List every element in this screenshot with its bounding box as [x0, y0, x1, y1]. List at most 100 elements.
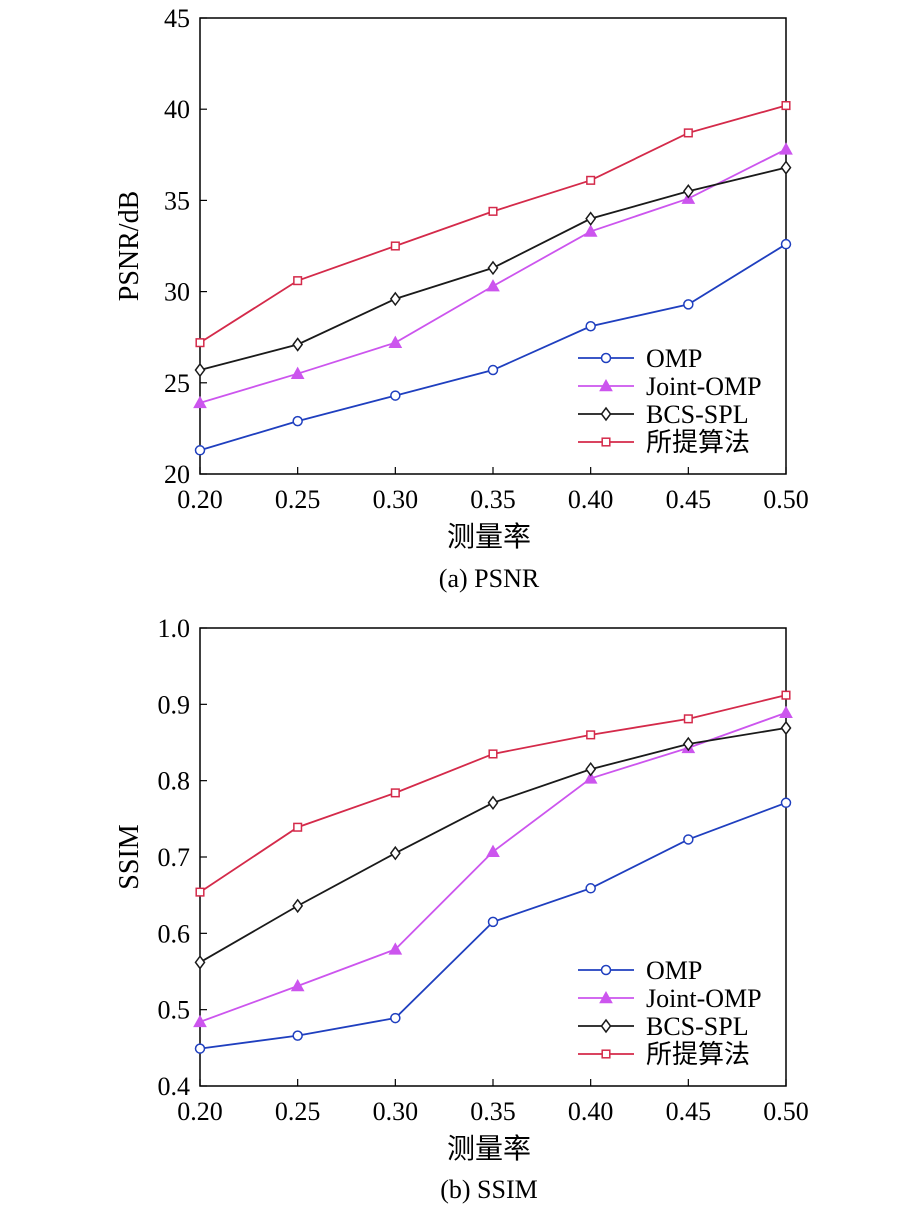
psnr-point-joint-omp	[388, 335, 403, 348]
ssim-y-tick-label: 0.7	[158, 843, 191, 872]
ssim-x-tick-label: 0.35	[470, 1097, 516, 1126]
psnr-legend-marker-omp	[600, 352, 612, 364]
psnr-point-omp	[194, 445, 206, 456]
psnr-y-axis-label: PSNR/dB	[114, 191, 145, 302]
ssim-series-proposed	[195, 690, 791, 897]
ssim-point-proposed	[293, 822, 303, 832]
ssim-point-omp	[585, 883, 596, 894]
psnr-x-tick-label: 0.25	[275, 485, 321, 514]
ssim-y-tick-label: 0.8	[158, 767, 191, 796]
psnr-series-joint-omp	[193, 142, 793, 409]
psnr-y-tick-label: 20	[164, 460, 190, 489]
ssim-x-tick-label: 0.20	[177, 1097, 223, 1126]
psnr-legend-marker-proposed	[601, 437, 611, 447]
ssim-point-proposed	[195, 887, 205, 897]
psnr-y-tick-label: 40	[164, 95, 190, 124]
psnr-legend-label-bcs-spl: BCS-SPL	[646, 400, 749, 429]
ssim-point-joint-omp	[388, 942, 403, 955]
ssim-legend-label-bcs-spl: BCS-SPL	[646, 1012, 749, 1041]
psnr-caption: (a) PSNR	[439, 564, 540, 593]
psnr-series-proposed	[195, 101, 791, 348]
psnr-point-omp	[292, 415, 303, 427]
ssim-x-tick-label: 0.45	[666, 1097, 712, 1126]
psnr-point-bcs-spl	[682, 184, 694, 199]
ssim-point-omp	[292, 1030, 303, 1041]
ssim-x-tick-label: 0.40	[568, 1097, 614, 1126]
ssim-x-tick-label: 0.30	[373, 1097, 419, 1126]
psnr-point-joint-omp	[486, 279, 500, 292]
psnr-point-bcs-spl	[780, 160, 792, 175]
ssim-point-joint-omp	[486, 844, 500, 857]
ssim-point-joint-omp	[779, 705, 793, 719]
ssim-y-tick-label: 0.5	[158, 996, 191, 1025]
psnr-x-tick-label: 0.35	[470, 485, 516, 514]
psnr-point-proposed	[195, 338, 205, 348]
psnr-x-tick-label: 0.45	[666, 485, 712, 514]
psnr-point-proposed	[586, 175, 596, 185]
psnr-y-tick-label: 25	[164, 369, 190, 398]
psnr-legend-label-proposed: 所提算法	[646, 428, 750, 457]
psnr-point-bcs-spl	[389, 291, 401, 307]
ssim-y-tick-label: 0.9	[158, 690, 191, 719]
ssim-x-tick-label: 0.50	[763, 1097, 809, 1126]
ssim-point-proposed	[683, 714, 693, 724]
psnr-series-omp	[194, 238, 792, 456]
psnr-legend-label-joint-omp: Joint-OMP	[646, 372, 762, 401]
psnr-x-tick-label: 0.50	[763, 485, 809, 514]
ssim-series-omp	[194, 797, 792, 1054]
psnr-point-proposed	[390, 241, 400, 251]
ssim-point-joint-omp	[193, 1014, 207, 1028]
ssim-point-bcs-spl	[194, 955, 206, 970]
psnr-point-joint-omp	[583, 224, 598, 237]
ssim-point-proposed	[390, 788, 400, 798]
ssim-point-omp	[194, 1043, 206, 1054]
psnr-point-joint-omp	[290, 366, 305, 379]
ssim-y-tick-label: 0.6	[158, 919, 191, 948]
ssim-legend-label-omp: OMP	[646, 956, 702, 985]
psnr-point-proposed	[683, 128, 693, 138]
ssim-legend-marker-proposed	[601, 1049, 611, 1059]
ssim-point-bcs-spl	[682, 736, 694, 752]
ssim-legend-marker-omp	[600, 964, 612, 976]
psnr-point-proposed	[293, 276, 303, 286]
psnr-point-omp	[390, 390, 401, 401]
psnr-legend-marker-bcs-spl	[600, 406, 612, 422]
ssim-y-tick-label: 0.4	[158, 1072, 191, 1101]
ssim-y-axis-label: SSIM	[114, 824, 145, 889]
ssim-point-omp	[390, 1012, 401, 1024]
ssim-x-tick-label: 0.25	[275, 1097, 321, 1126]
psnr-point-omp	[683, 299, 694, 310]
ssim-panel: 0.20 0.25 0.30 0.35 0.40 0.45 0.50 0.4 0.5 0.6 0.7…	[114, 614, 809, 1204]
ssim-y-tick-label: 1.0	[158, 614, 191, 643]
ssim-legend-label-proposed: 所提算法	[646, 1040, 750, 1069]
ssim-caption: (b) SSIM	[440, 1175, 538, 1204]
ssim-point-omp	[683, 834, 694, 845]
ssim-legend-marker-bcs-spl	[600, 1018, 612, 1034]
psnr-legend-label-omp: OMP	[646, 344, 702, 373]
psnr-point-bcs-spl	[194, 362, 206, 378]
ssim-series-bcs-spl	[194, 720, 792, 970]
ssim-point-bcs-spl	[389, 845, 401, 861]
ssim-x-axis-label: 测量率	[447, 1133, 531, 1165]
psnr-x-axis-label: 测量率	[447, 521, 531, 553]
psnr-point-proposed	[781, 101, 791, 111]
psnr-y-tick-label: 30	[164, 278, 190, 307]
ssim-point-omp	[487, 916, 499, 928]
psnr-point-joint-omp	[779, 142, 793, 155]
psnr-legend-marker-joint-omp	[599, 378, 613, 392]
psnr-point-omp	[585, 321, 596, 332]
ssim-point-proposed	[488, 749, 498, 759]
ssim-point-bcs-spl	[585, 761, 597, 777]
psnr-point-omp	[487, 364, 499, 376]
ssim-point-omp	[780, 797, 792, 809]
psnr-x-tick-label: 0.20	[177, 485, 223, 514]
psnr-y-tick-label: 35	[164, 186, 190, 215]
psnr-x-tick-label: 0.30	[373, 485, 419, 514]
psnr-series-line-proposed	[199, 104, 787, 344]
psnr-point-bcs-spl	[487, 260, 499, 276]
psnr-y-tick-label: 45	[164, 4, 190, 33]
psnr-point-omp	[780, 238, 792, 250]
psnr-panel: 0.20 0.25 0.30 0.35 0.40 0.45 0.50 20 25 30 35 40 45…	[114, 4, 809, 593]
